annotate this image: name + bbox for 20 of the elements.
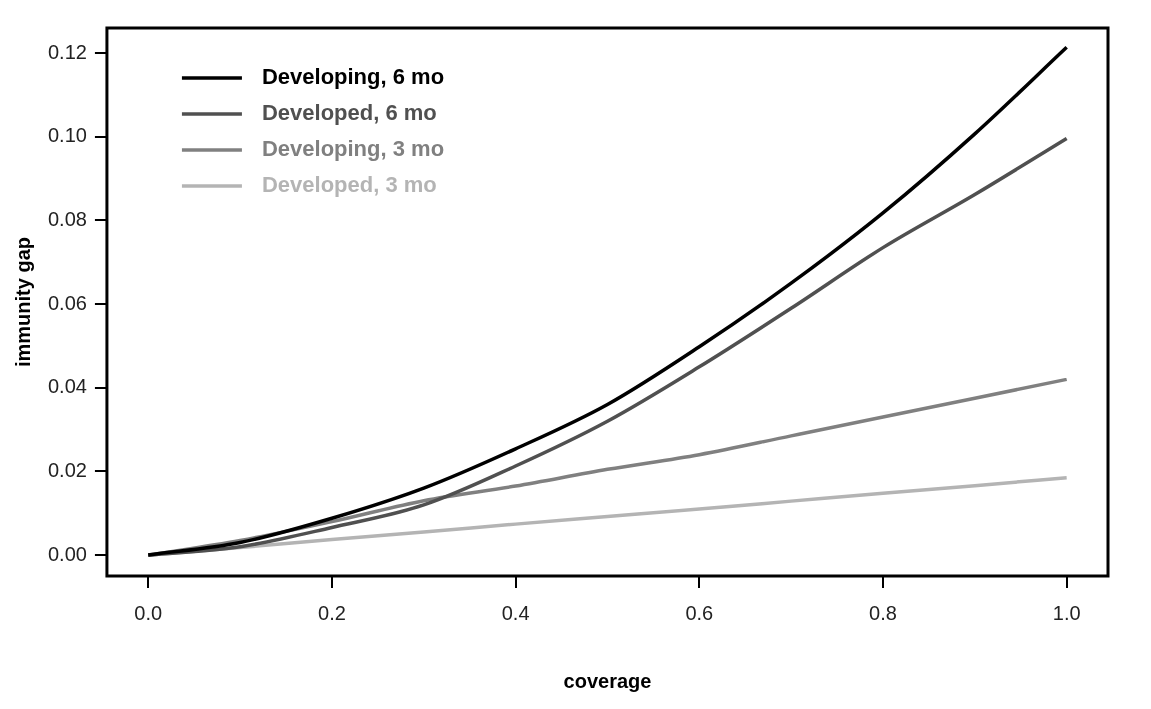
y-tick-label: 0.10	[47, 124, 87, 147]
x-tick-label: 0.8	[869, 601, 897, 624]
x-tick-label: 1.0	[1052, 601, 1081, 624]
y-tick-label: 0.06	[47, 291, 87, 314]
x-tick-label: 0.2	[318, 601, 346, 624]
y-tick-label: 0.00	[47, 542, 87, 565]
x-tick-label: 0.6	[685, 601, 714, 624]
x-axis-title: coverage	[563, 669, 652, 692]
y-tick-label: 0.08	[47, 207, 87, 230]
x-tick-label: 0.0	[134, 601, 163, 624]
legend-label: Developing, 6 mo	[261, 64, 445, 90]
y-tick-label: 0.02	[47, 458, 87, 481]
x-tick-label: 0.4	[501, 601, 530, 624]
legend-label: Developed, 6 mo	[261, 100, 437, 126]
legend-label: Developing, 3 mo	[261, 136, 445, 162]
y-tick-label: 0.12	[47, 40, 87, 63]
line-series	[146, 45, 1069, 557]
y-axis-title: immunity gap	[11, 236, 34, 368]
legend-label: Developed, 3 mo	[261, 172, 437, 198]
y-tick-label: 0.04	[47, 375, 87, 398]
